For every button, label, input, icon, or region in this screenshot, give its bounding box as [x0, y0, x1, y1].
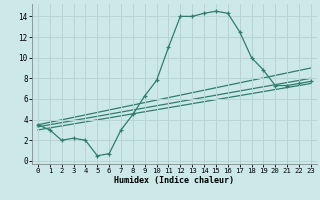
- X-axis label: Humidex (Indice chaleur): Humidex (Indice chaleur): [115, 176, 234, 185]
